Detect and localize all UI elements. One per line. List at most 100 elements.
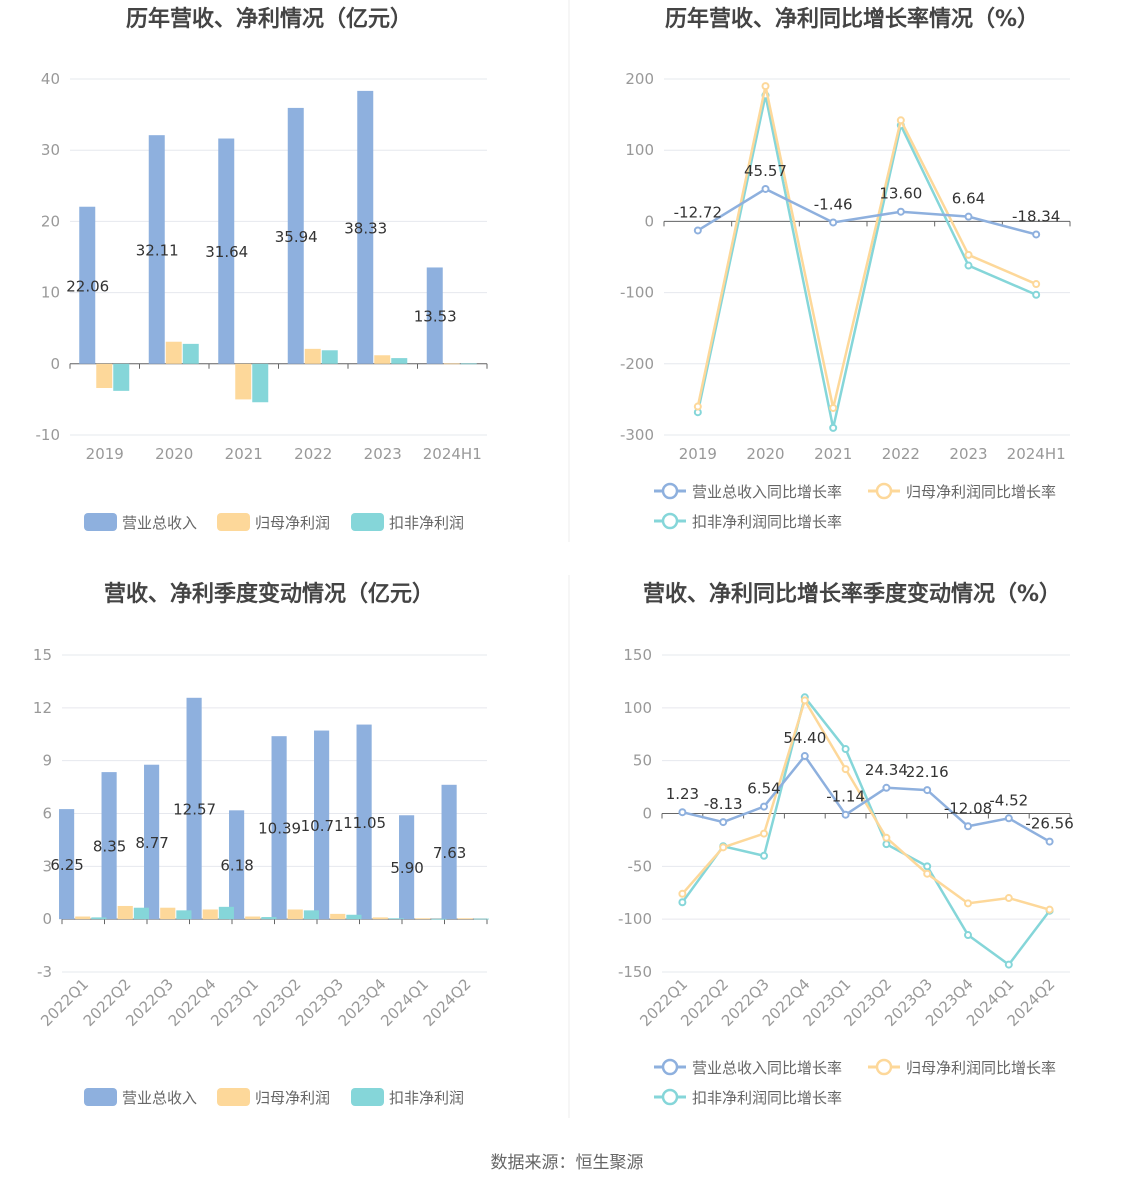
legend-label[interactable]: 归母净利润 [255,1089,330,1107]
chart-3: 营收、净利季度变动情况（亿元）-3036912152022Q12022Q2202… [33,581,489,1107]
bar-2-2022Q4 [202,909,218,920]
bar-1-2022 [287,107,304,364]
point-1-2021 [829,218,838,227]
bar-1-2022Q1 [59,809,75,920]
data-label: 8.35 [93,838,126,856]
y-tick-label: 15 [33,646,52,664]
y-tick-label: -50 [628,857,653,875]
point-2-2024Q1 [1004,894,1013,903]
y-tick-label: 200 [625,70,654,88]
x-tick-label: 2022 [882,445,920,463]
data-label: -18.34 [1012,207,1060,225]
data-source: 数据来源：恒生聚源 [491,1153,644,1173]
legend-label[interactable]: 归母净利润同比增长率 [906,483,1056,501]
series-line-2 [696,85,1037,409]
y-tick-label: 100 [623,699,652,717]
y-tick-label: 100 [625,141,654,159]
legend-swatch[interactable] [217,513,250,531]
legend-marker[interactable] [661,512,679,530]
legend-label[interactable]: 营业总收入同比增长率 [692,483,842,501]
data-label: 31.64 [205,243,248,261]
legend-swatch[interactable] [351,513,384,531]
point-2-2022Q3 [760,829,768,838]
y-tick-label: 10 [41,284,60,302]
point-1-2022Q2 [719,818,728,827]
data-label: 10.39 [258,820,301,838]
y-tick-label: -3 [37,963,52,981]
bar-1-2022Q4 [186,697,202,920]
legend-label[interactable]: 归母净利润 [255,514,330,532]
legend-label[interactable]: 归母净利润同比增长率 [906,1059,1056,1077]
bar-3-2023Q3 [346,914,362,920]
bar-1-2024Q1 [399,815,415,920]
legend-label[interactable]: 扣非净利润同比增长率 [692,513,842,531]
point-1-2023 [964,212,973,221]
data-label: -8.13 [704,795,743,813]
bar-3-2024Q1 [431,918,447,920]
data-label: 5.90 [390,859,423,877]
legend-marker[interactable] [875,482,893,500]
point-3-2024H1 [1032,290,1041,299]
bar-2-2021 [235,363,252,400]
legend-swatch[interactable] [84,1088,117,1106]
x-tick-label: 2024H1 [1007,445,1066,463]
legend-marker[interactable] [661,482,679,500]
series-line-3 [681,694,1051,967]
point-1-2022 [896,207,905,216]
bar-1-2021 [218,138,235,364]
point-1-2023Q1 [841,810,850,819]
legend-swatch[interactable] [351,1088,384,1106]
bar-1-2020 [148,135,165,364]
point-2-2022 [896,116,905,125]
legend-label[interactable]: 营业总收入同比增长率 [692,1059,842,1077]
data-label: 6.64 [952,190,985,208]
bar-3-2019 [113,363,130,391]
legend-swatch[interactable] [217,1088,250,1106]
data-label: 12.57 [173,800,216,818]
legend-label[interactable]: 扣非净利润同比增长率 [692,1089,842,1107]
point-2-2022Q2 [719,843,728,852]
bar-1-2023Q1 [229,810,245,920]
point-2-2024H1 [1032,280,1041,289]
data-label: -1.14 [826,788,865,806]
bar-3-2022Q4 [218,906,234,920]
legend-label[interactable]: 扣非净利润 [389,514,464,532]
x-tick-label: 2023 [364,445,402,463]
bar-3-2023 [391,358,408,364]
data-label: 54.40 [783,729,826,747]
point-1-2023Q4 [964,822,972,831]
point-3-2024Q1 [1004,960,1013,969]
point-2-2023 [964,250,973,259]
legend-swatch[interactable] [84,513,117,531]
bar-1-2022Q3 [144,764,160,920]
legend-marker[interactable] [661,1088,679,1106]
x-tick-label: 2020 [155,445,193,463]
bar-3-2023Q2 [303,910,319,920]
bar-2-2023Q2 [287,909,303,920]
legend-marker[interactable] [661,1058,679,1076]
data-label: 1.23 [666,785,699,803]
bar-3-2022Q2 [133,907,149,920]
bar-1-2024Q2 [441,784,457,920]
bar-2-2023 [374,355,391,364]
bar-3-2023Q1 [261,917,277,920]
x-tick-label: 2021 [225,445,263,463]
point-3-2023Q1 [841,745,850,754]
legend-label[interactable]: 营业总收入 [122,1089,197,1107]
y-tick-label: 20 [41,212,60,230]
y-tick-label: -300 [620,426,654,444]
point-1-2022Q3 [760,802,768,811]
data-label: 35.94 [275,228,318,246]
point-3-2023Q2 [882,840,891,849]
chart-1: 历年营收、净利情况（亿元） -10 0 10 20 30 40 2019 2020 2021 202… [36,6,488,532]
bar-3-2022 [321,350,338,364]
legend-label[interactable]: 营业总收入 [122,514,197,532]
bar-2-2022Q1 [75,916,91,920]
point-2-2023Q1 [841,765,850,774]
data-label: 45.57 [744,162,787,180]
y-tick-label: -200 [620,355,654,373]
legend-label[interactable]: 扣非净利润 [389,1089,464,1107]
point-2-2019 [693,402,702,411]
y-tick-label: -150 [618,963,652,981]
legend-marker[interactable] [875,1058,893,1076]
